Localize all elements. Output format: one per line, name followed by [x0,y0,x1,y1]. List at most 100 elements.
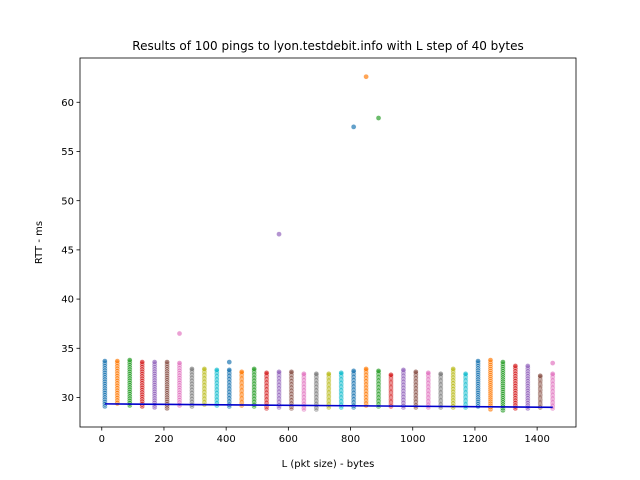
outlier-point [363,73,369,80]
ping-series [363,366,369,409]
y-tick-label: 45 [61,245,74,256]
ping-series [412,369,419,411]
trend-line [104,403,553,409]
ping-series [524,363,531,412]
ping-series [276,369,282,411]
ping-series [102,358,108,410]
ping-series [226,367,233,410]
ping-series [375,368,382,410]
y-tick-label: 55 [61,147,74,158]
data-point [213,367,220,373]
x-tick-label: 1200 [462,434,487,445]
ping-series [313,371,320,413]
outlier-point [549,360,556,366]
ping-series [400,367,407,411]
ping-series [537,372,544,411]
ping-series [437,371,444,411]
data-point [400,367,407,373]
data-point [164,359,170,365]
ping-series [388,371,394,410]
ping-series [114,358,121,407]
data-point [462,371,469,377]
y-tick-label: 40 [61,295,74,306]
data-point [524,363,531,369]
x-axis: 0 200 400 600 800 1000 1200 1400 [99,427,550,445]
ping-series [151,359,158,411]
data-point [325,371,332,377]
data-point [549,371,556,377]
ping-series [338,370,345,411]
ping-series [201,366,208,408]
data-point [102,358,108,364]
x-tick-label: 200 [154,434,173,445]
data-point [350,368,357,374]
ping-series [213,367,220,409]
data-point [313,371,320,377]
y-tick-label: 60 [61,98,74,109]
x-tick-label: 800 [341,434,360,445]
ping-series [425,370,432,411]
ping-series [238,369,245,409]
data-point [176,360,183,366]
ping-series [512,363,519,412]
ping-series [487,357,494,413]
ping-series [475,358,481,410]
data-point [189,366,195,372]
data-point [487,357,494,363]
data-point [363,366,369,372]
data-point [537,372,544,379]
outlier-point [350,124,357,130]
ping-series [251,366,257,410]
data-point [288,369,295,375]
outlier-point [226,359,233,365]
data-point [475,358,481,364]
data-point [226,367,233,373]
ping-series [462,371,469,411]
plot-area [102,73,556,414]
data-point [450,366,457,372]
chart-title: Results of 100 pings to lyon.testdebit.i… [132,39,523,53]
data-point [251,366,257,372]
data-point [375,368,382,374]
data-point [301,371,307,377]
data-point [114,358,121,364]
data-point [412,369,419,375]
ping-series [450,366,457,411]
x-tick-label: 1000 [400,434,425,445]
ping-series [350,368,357,411]
data-point [151,359,158,365]
ping-series [263,370,270,412]
outlier-point [276,231,282,237]
outlier-point [375,115,382,121]
ping-series [189,366,195,410]
data-point [437,371,444,377]
data-point [238,369,245,375]
data-point [500,359,506,365]
x-tick-label: 600 [279,434,298,445]
outlier-point [176,330,183,337]
ping-series [164,359,170,412]
ping-series [301,371,307,413]
y-axis-label: RTT - ms [34,221,45,264]
data-point [201,366,208,372]
x-tick-label: 1400 [524,434,549,445]
data-point [425,370,432,376]
ping-series [126,357,133,409]
data-point [263,370,270,376]
data-point [388,371,394,378]
y-axis: 30 35 40 45 50 55 60 [61,98,80,404]
y-tick-label: 35 [61,344,74,355]
data-point [512,363,519,369]
y-tick-label: 50 [61,196,74,207]
ping-series [176,360,183,409]
data-point [338,370,345,376]
y-tick-label: 30 [61,393,74,404]
data-point [126,357,133,363]
data-point [276,369,282,375]
x-axis-label: L (pkt size) - bytes [282,459,375,470]
data-point [139,359,146,365]
plot-frame [79,57,577,428]
ping-series [288,369,295,412]
x-tick-label: 400 [217,434,236,445]
ping-series [325,371,332,411]
